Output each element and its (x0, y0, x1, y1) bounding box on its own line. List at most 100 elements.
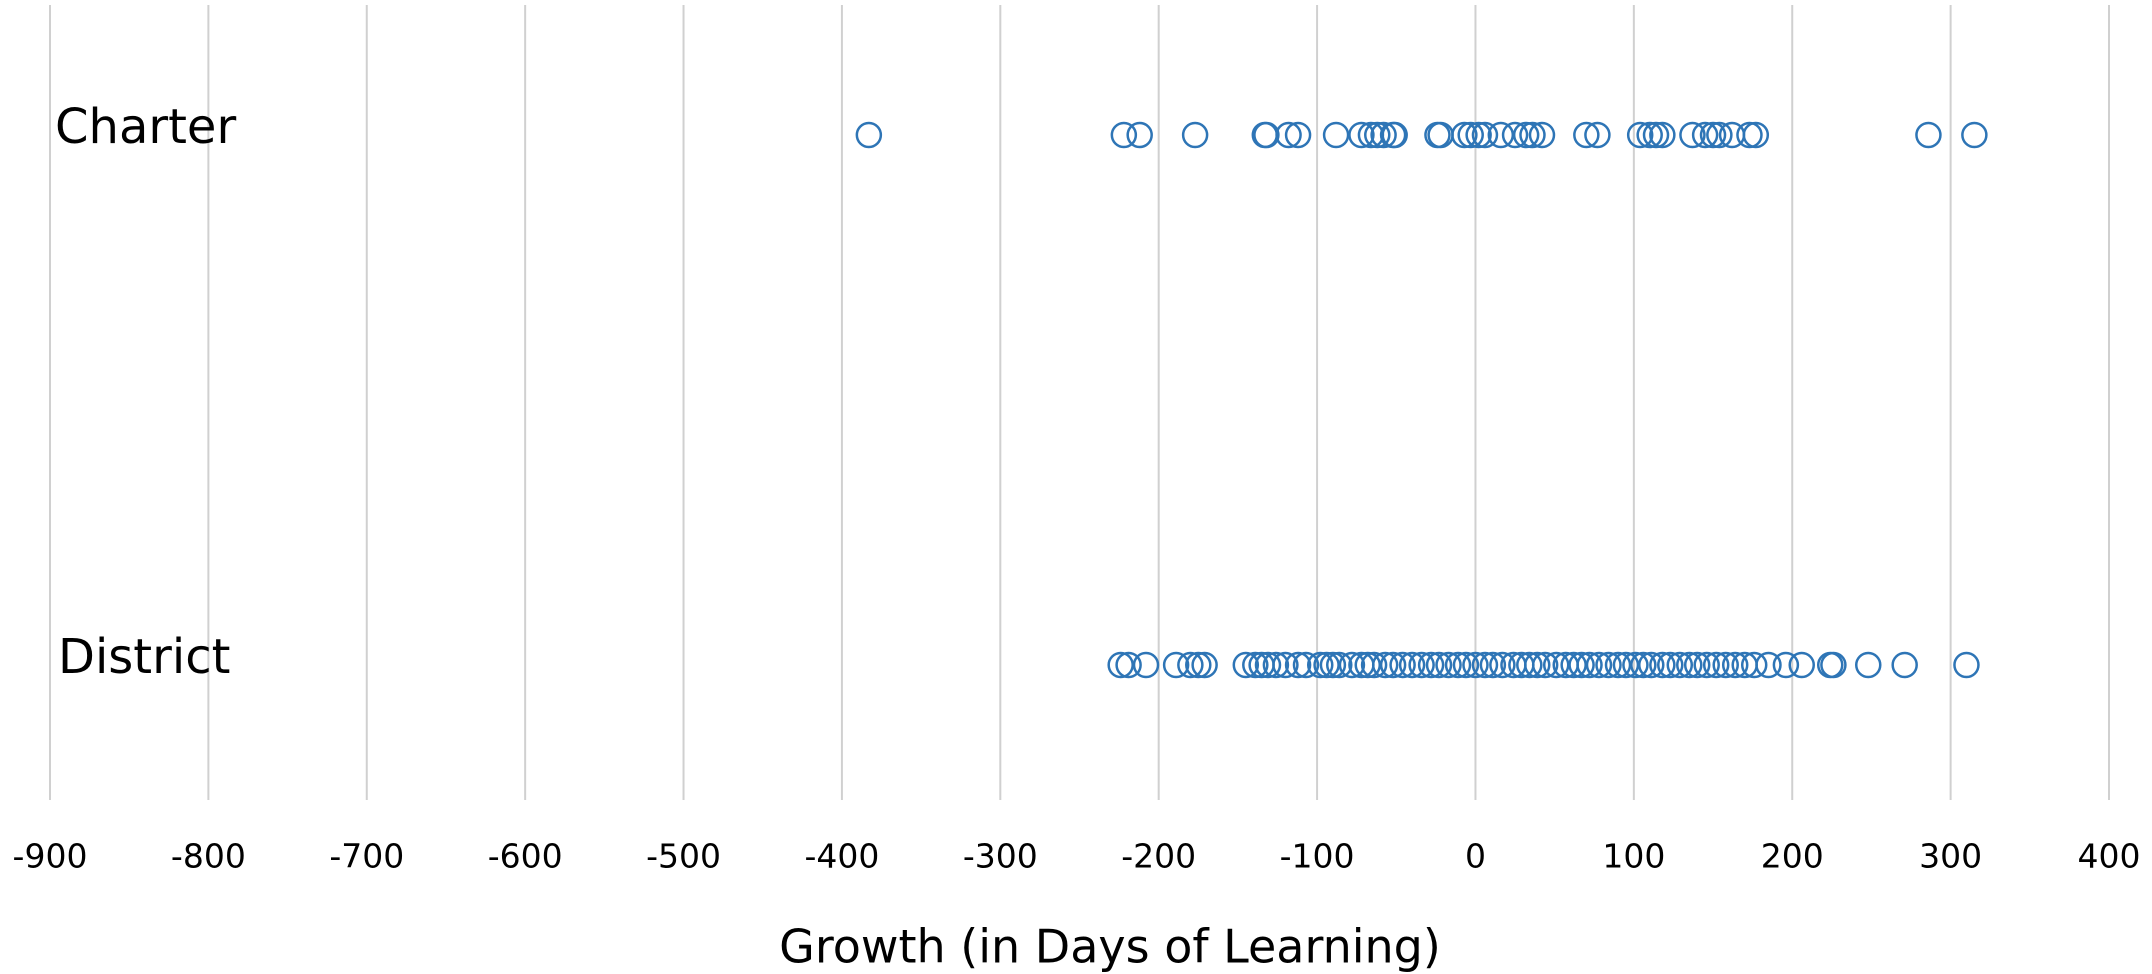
point (1528, 121, 1556, 149)
point (1319, 651, 1347, 679)
point (1115, 651, 1142, 679)
point (1693, 651, 1720, 679)
point (1451, 121, 1478, 149)
point (1855, 651, 1882, 679)
point (1788, 651, 1815, 679)
point (1501, 121, 1529, 149)
point (1177, 651, 1204, 679)
point (1595, 651, 1622, 679)
category-label: Charter (55, 99, 236, 155)
x-tick-label: -200 (1121, 837, 1196, 876)
point (1272, 651, 1299, 679)
x-tick-label: -400 (804, 837, 879, 876)
point (1691, 121, 1719, 149)
point (1742, 121, 1770, 149)
point (1891, 651, 1918, 679)
point (1638, 651, 1665, 679)
category-label: District (58, 629, 230, 685)
point (1679, 121, 1706, 149)
point (1364, 121, 1391, 149)
point (1185, 651, 1212, 679)
point (1275, 121, 1302, 149)
point (1262, 651, 1290, 679)
point (1313, 651, 1340, 679)
point (1657, 651, 1684, 679)
point (1702, 651, 1730, 679)
point (1452, 651, 1480, 679)
point (1676, 651, 1703, 679)
point (1292, 651, 1320, 679)
point (1471, 121, 1499, 149)
point (1338, 651, 1366, 679)
point (1326, 651, 1353, 679)
point (1370, 121, 1397, 149)
point (1398, 651, 1426, 679)
point (1389, 651, 1416, 679)
point (1568, 651, 1595, 679)
point (1107, 651, 1134, 679)
point (1736, 121, 1763, 149)
point (1516, 651, 1543, 679)
point (1772, 651, 1800, 679)
point (1110, 121, 1138, 149)
point (1649, 121, 1676, 149)
x-tick-label: 400 (2078, 837, 2141, 876)
point (1444, 651, 1472, 679)
x-tick-label: 200 (1761, 837, 1824, 876)
point (1585, 651, 1613, 679)
point (1479, 651, 1507, 679)
point (1519, 121, 1546, 149)
point (1191, 651, 1218, 679)
x-tick-label: 300 (1919, 837, 1982, 876)
point (1242, 651, 1269, 679)
point (1381, 121, 1408, 149)
point (1523, 651, 1551, 679)
point (1531, 651, 1559, 679)
point (1649, 651, 1676, 679)
point (1254, 651, 1282, 679)
point (1636, 121, 1663, 149)
point (1181, 121, 1209, 149)
point (1162, 651, 1190, 679)
point (1740, 651, 1768, 679)
point (1712, 651, 1739, 679)
x-tick-label: -800 (171, 837, 246, 876)
point (1306, 651, 1334, 679)
point (1435, 651, 1462, 679)
x-tick-label: -600 (488, 837, 563, 876)
x-tick-label: -500 (646, 837, 721, 876)
point (1622, 651, 1649, 679)
x-tick-label: -900 (13, 837, 88, 876)
point (1626, 121, 1654, 149)
point (1683, 651, 1711, 679)
point (1961, 121, 1988, 149)
point (1425, 651, 1453, 679)
point (1630, 651, 1657, 679)
point (1465, 121, 1492, 149)
x-axis-title: Growth (in Days of Learning) (779, 920, 1441, 974)
point (1371, 651, 1399, 679)
point (1284, 121, 1312, 149)
point (1699, 121, 1727, 149)
point (1354, 651, 1382, 679)
point (1755, 651, 1782, 679)
point (1576, 651, 1603, 679)
point (1379, 651, 1407, 679)
point (1253, 121, 1280, 149)
x-tick-label: -700 (329, 837, 404, 876)
point (1489, 651, 1516, 679)
x-tick-label: -300 (963, 837, 1038, 876)
point (1417, 651, 1445, 679)
point (1642, 121, 1670, 149)
point (1915, 121, 1942, 149)
point (1721, 651, 1749, 679)
point (1706, 121, 1733, 149)
point (1284, 651, 1312, 679)
point (1604, 651, 1632, 679)
point (1584, 121, 1611, 149)
point (1820, 651, 1847, 679)
point (1348, 121, 1375, 149)
point (1408, 651, 1435, 679)
point (1487, 121, 1515, 149)
